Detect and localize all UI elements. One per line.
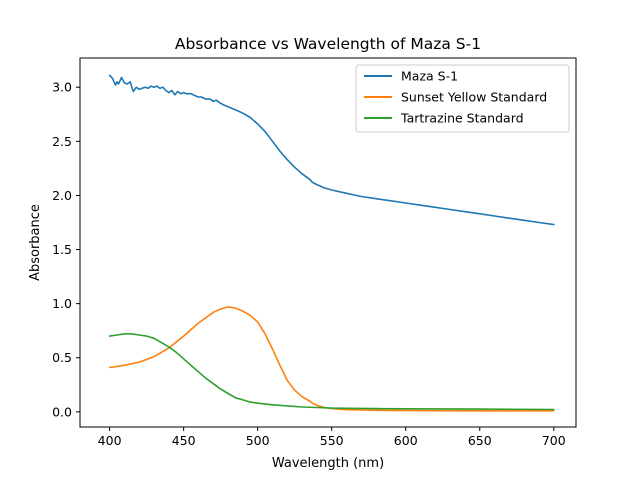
legend-label-3: Tartrazine Standard [400,111,524,126]
x-tick-label: 450 [172,433,196,448]
plot-frame [79,57,577,428]
y-tick-label: 2.5 [52,134,72,149]
legend-label-2: Sunset Yellow Standard [401,90,547,105]
x-tick-label: 650 [468,433,492,448]
y-tick-label: 0.5 [52,350,72,365]
x-tick-label: 550 [320,433,344,448]
y-axis-ticks: 0.0 0.5 1.0 1.5 2.0 2.5 3.0 [52,80,80,419]
legend: Maza S-1 Sunset Yellow Standard Tartrazine… [355,64,570,133]
y-tick-label: 2.0 [52,188,72,203]
x-tick-label: 400 [98,433,122,448]
y-tick-label: 1.0 [52,296,72,311]
x-tick-label: 500 [246,433,270,448]
legend-label-1: Maza S-1 [401,69,458,84]
x-axis-label: Wavelength (nm) [272,456,384,471]
x-tick-label: 600 [394,433,418,448]
legend-box [355,64,570,133]
series-line-2 [108,306,555,412]
series-line-1 [108,74,555,226]
y-axis-label: Absorbance [28,204,43,281]
y-tick-label: 3.0 [52,80,72,95]
x-tick-label: 700 [542,433,566,448]
chart-title: Absorbance vs Wavelength of Maza S-1 [175,35,481,53]
y-tick-label: 0.0 [52,404,72,419]
plot-area [108,74,555,412]
x-axis-ticks: 400 450 500 550 600 650 700 [98,427,566,448]
series-line-3 [108,333,555,411]
y-tick-label: 1.5 [52,242,72,257]
